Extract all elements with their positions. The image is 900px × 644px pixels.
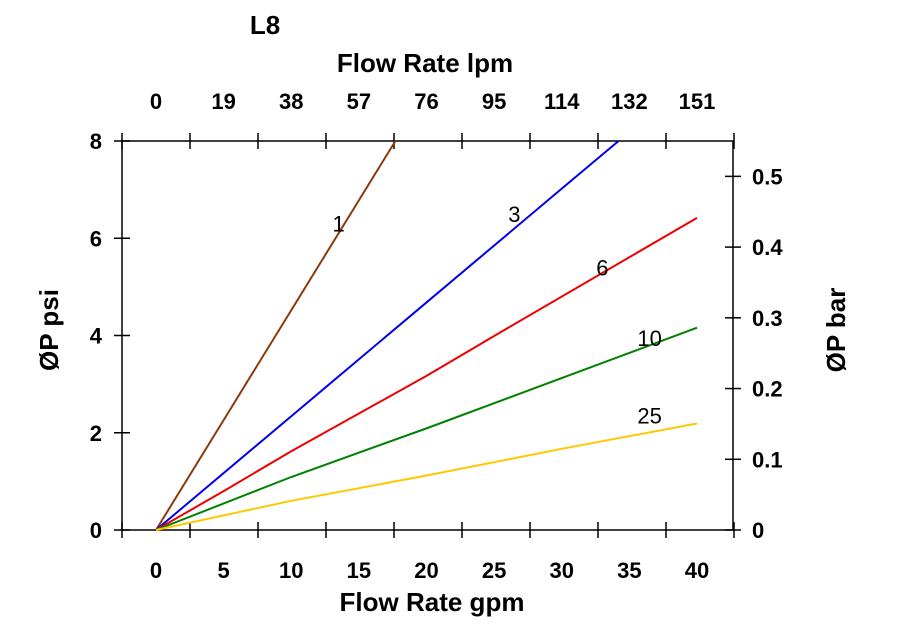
series-line-25: [155, 422, 698, 531]
x-tick-label: 5: [218, 558, 230, 583]
series-label-10: 10: [637, 326, 661, 351]
top-tick-label: 76: [414, 89, 438, 114]
series-line-10: [155, 326, 698, 531]
y-tick-label: 8: [90, 129, 102, 154]
y-tick-label: 2: [90, 421, 102, 446]
series-label-1: 1: [332, 212, 344, 237]
chart-title: L8: [250, 10, 280, 40]
series-line-3: [155, 140, 620, 531]
y2-tick-label: 0.5: [752, 164, 783, 189]
series-line-1: [155, 140, 397, 531]
x-axis-label: Flow Rate gpm: [340, 587, 525, 617]
top-tick-label: 132: [611, 89, 648, 114]
x-tick-label: 10: [279, 558, 303, 583]
x-tick-label: 25: [482, 558, 506, 583]
series-line-6: [155, 216, 698, 531]
top-tick-label: 95: [482, 89, 506, 114]
top-tick-label: 57: [347, 89, 371, 114]
y2-tick-label: 0.2: [752, 377, 783, 402]
y-axis-label: ØP psi: [34, 289, 64, 371]
x-tick-label: 20: [414, 558, 438, 583]
top-tick-label: 114: [544, 89, 580, 114]
top-tick-label: 151: [679, 89, 716, 114]
x-tick-label: 30: [550, 558, 574, 583]
y2-tick-label: 0.1: [752, 447, 783, 472]
top-tick-label: 38: [279, 89, 303, 114]
x-tick-label: 40: [685, 558, 709, 583]
top-tick-label: 19: [211, 89, 235, 114]
y-tick-label: 6: [90, 226, 102, 251]
top-axis-label: Flow Rate lpm: [337, 48, 513, 78]
y2-tick-label: 0.3: [752, 306, 783, 331]
right-axis-label: ØP bar: [821, 288, 851, 373]
y-tick-label: 4: [90, 324, 103, 349]
y2-tick-label: 0: [752, 518, 764, 543]
x-tick-label: 0: [150, 558, 162, 583]
x-tick-label: 15: [347, 558, 371, 583]
y-tick-label: 0: [90, 518, 102, 543]
top-tick-label: 0: [150, 89, 162, 114]
y2-tick-label: 0.4: [752, 235, 783, 260]
series-label-25: 25: [637, 404, 661, 429]
series-label-3: 3: [508, 202, 520, 227]
x-tick-label: 35: [617, 558, 641, 583]
series-label-6: 6: [596, 255, 608, 280]
